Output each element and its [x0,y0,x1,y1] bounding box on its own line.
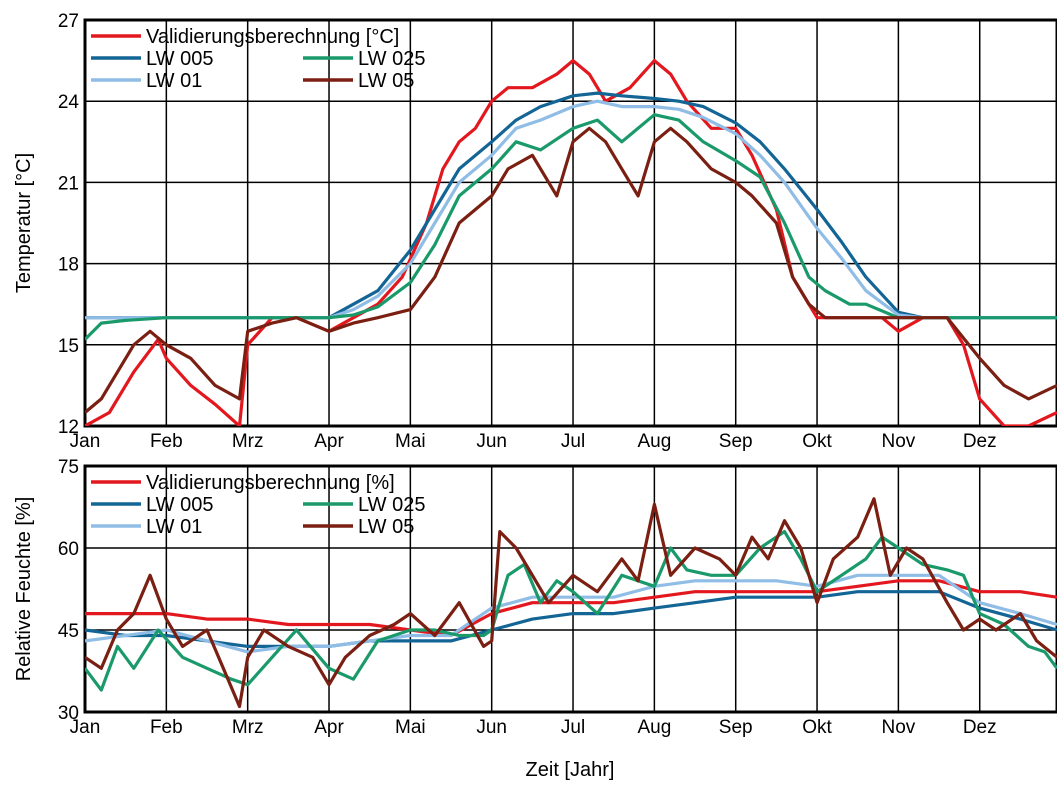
y-tick-label: 30 [58,703,79,724]
legend-label: LW 025 [358,48,425,70]
x-tick-label: Mai [395,717,426,738]
series-line-validierungsberechnung [85,579,1057,638]
x-tick-label: Dez [963,717,997,738]
series-line-lw-05 [85,126,1057,414]
x-tick-label: Sep [719,431,753,452]
y-tick-label: 21 [58,173,79,194]
x-tick-label: Jun [476,431,507,452]
x-tick-label: Apr [314,431,344,452]
x-tick-label: Okt [802,717,832,738]
series-line-lw-025 [85,113,1057,341]
plot-frame [83,464,1057,714]
series-line-validierungsberechnung [85,59,1057,426]
legend-label: Validierungsberechnung [°C] [146,26,399,48]
x-tick-label: Mrz [232,431,264,452]
legend-label: LW 025 [358,494,425,516]
x-tick-label: Mrz [232,717,264,738]
y-tick-label: 18 [58,255,79,276]
chart-panel-2: 30 45 60 75 Jan Feb Mrz Apr Mai Jun Jul Aug Sep Okt No… [13,457,1057,738]
legend-label: LW 05 [358,70,414,92]
x-tick-label: Nov [881,717,915,738]
y-tick-label: 24 [58,92,80,113]
x-tick-label: Jun [476,717,507,738]
legend-label: LW 005 [146,48,213,70]
series-line-lw-01 [85,573,1057,654]
x-tick-label: Nov [881,431,915,452]
legend: Validierungsberechnung [%]LW 005 LW 025LW… [91,472,425,538]
y-tick-label: 60 [58,539,79,560]
series-line-lw-005 [85,590,1057,648]
x-tick-label: Feb [150,717,183,738]
y-tick-label: 15 [58,336,79,357]
legend: Validierungsberechnung [°C]LW 005 LW 025L… [91,26,425,92]
x-tick-label: Dez [963,431,997,452]
x-axis-title: Zeit [Jahr] [526,759,615,781]
x-tick-label: Jan [70,717,101,738]
x-tick-label: Feb [150,431,183,452]
x-tick-label: Apr [314,717,344,738]
chart-panel-1: 12 15 18 21 24 27 Jan Feb Mrz Apr Mai Jun Jul Aug Sep O… [13,11,1057,452]
y-tick-label: 27 [58,11,79,32]
legend-label: LW 005 [146,494,213,516]
y-tick-label: 45 [58,621,79,642]
y-tick-label: 12 [58,417,79,438]
y-axis-title: Temperatur [°C] [13,153,35,293]
legend-label: LW 01 [146,516,202,538]
legend-label: Validierungsberechnung [%] [146,472,395,494]
legend-label: LW 05 [358,516,414,538]
x-tick-label: Aug [637,717,671,738]
x-tick-label: Jul [561,717,585,738]
x-tick-label: Jan [70,431,101,452]
y-axis-title: Relative Feuchte [%] [13,497,35,682]
series-line-lw-05 [85,497,1057,709]
x-tick-label: Jul [561,431,585,452]
y-tick-label: 75 [58,457,79,478]
x-tick-label: Okt [802,431,832,452]
x-tick-label: Aug [637,431,671,452]
plot-frame [83,18,1057,428]
legend-label: LW 01 [146,70,202,92]
plot-area [85,20,1057,426]
x-tick-label: Mai [395,431,426,452]
x-tick-label: Sep [719,717,753,738]
